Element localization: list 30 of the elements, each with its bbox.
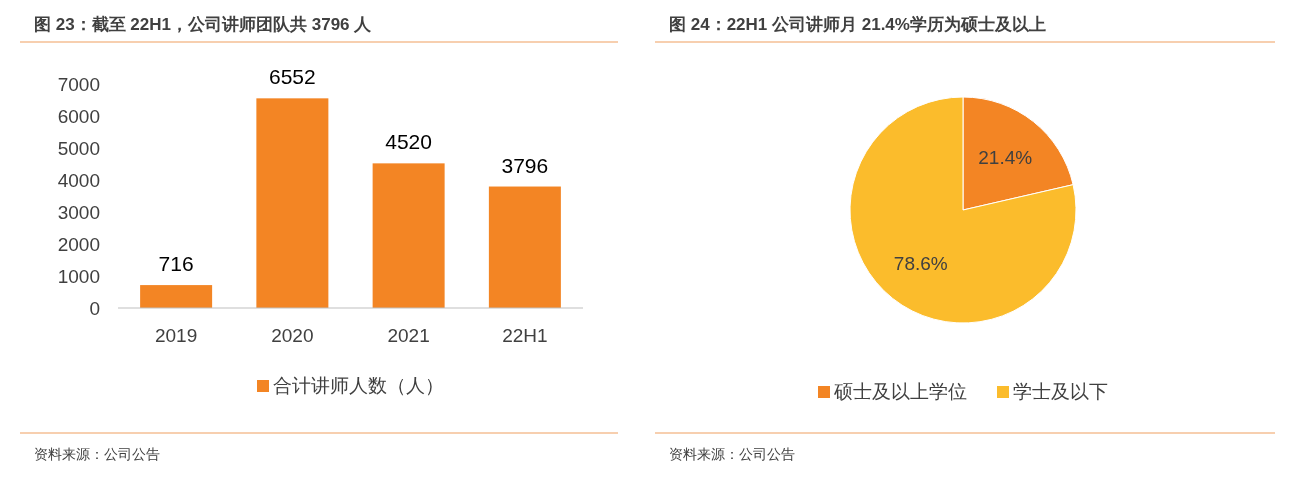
- bar: [488, 186, 561, 308]
- y-tick-label: 3000: [57, 202, 100, 223]
- text: 资料来源：公司公告: [34, 446, 160, 462]
- data-label: 716: [158, 252, 194, 276]
- pie-slice: [849, 96, 1077, 324]
- y-tick-label: 7000: [57, 74, 100, 95]
- y-tick-label: 1000: [57, 266, 100, 287]
- legend-label: 合计讲师人数（人）: [273, 375, 444, 396]
- bar: [372, 163, 445, 308]
- bar: [140, 285, 213, 308]
- y-tick-label: 5000: [57, 138, 100, 159]
- data-label: 78.6%: [893, 253, 948, 275]
- chart-title: 图 24：22H1 公司讲师月 21.4%学历为硕士及以上: [669, 15, 1046, 34]
- bar: [256, 98, 329, 308]
- x-tick-label: 2020: [271, 325, 314, 346]
- data-label: 21.4%: [978, 146, 1033, 168]
- data-label: 4520: [385, 130, 432, 154]
- text: 资料来源：公司公告: [669, 446, 795, 462]
- legend-label: 硕士及以上学位: [833, 381, 967, 402]
- legend-label: 学士及以下: [1013, 381, 1108, 402]
- y-tick-label: 6000: [57, 106, 100, 127]
- y-tick-label: 4000: [57, 170, 100, 191]
- data-label: 3796: [501, 153, 549, 177]
- y-tick-label: 2000: [57, 234, 100, 255]
- y-tick-label: 0: [89, 298, 100, 319]
- x-tick-label: 22H1: [502, 325, 548, 346]
- x-tick-label: 2021: [387, 325, 430, 346]
- chart-title: 图 23：截至 22H1，公司讲师团队共 3796 人: [34, 15, 373, 34]
- data-label: 6552: [269, 65, 316, 89]
- x-tick-label: 2019: [154, 325, 198, 346]
